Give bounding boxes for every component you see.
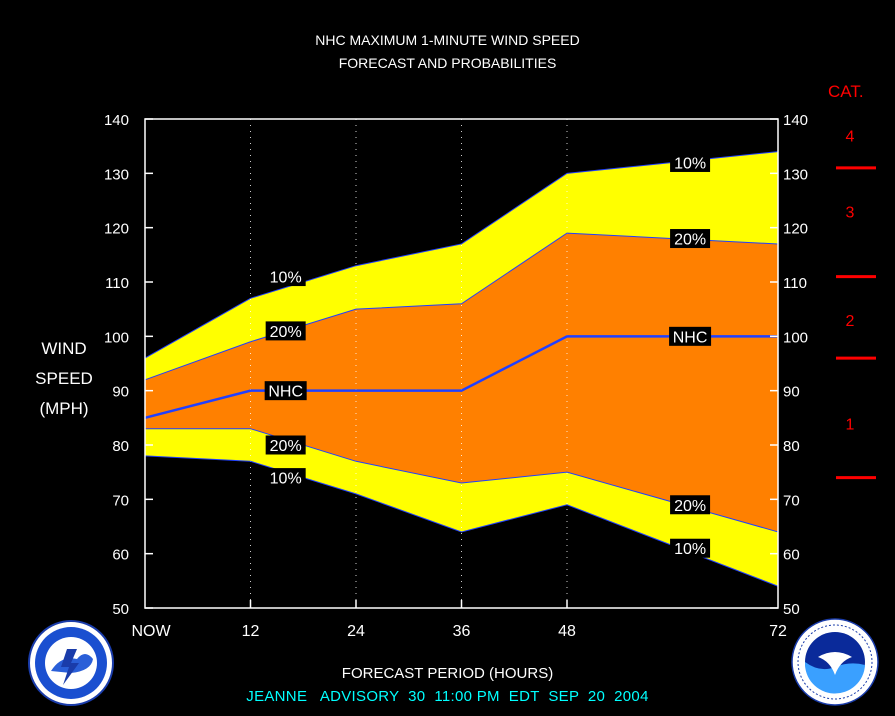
x-tick-label: 48: [558, 623, 576, 640]
line-upper-10pct: [144, 151, 779, 359]
x-tick-label: 12: [242, 623, 260, 640]
annotation-box: [265, 435, 306, 455]
category-label-2: 2: [846, 313, 855, 330]
annotation-text: 10%: [674, 155, 706, 172]
line-upper-20pct: [144, 232, 779, 381]
annotation-label: 10%: [265, 267, 306, 287]
y-tick-label-right: 80: [783, 438, 800, 455]
y-tick-label-left: 90: [112, 384, 129, 401]
chart-title-line1: NHC MAXIMUM 1-MINUTE WIND SPEED: [315, 32, 580, 48]
annotation-box: [670, 495, 711, 515]
y-tick-label-right: 100: [783, 329, 808, 346]
chart-title-line2: FORECAST AND PROBABILITIES: [338, 55, 557, 71]
y-tick-label-right: 70: [783, 492, 800, 509]
y-axis-label-line1: WIND: [41, 339, 87, 358]
annotation-text: 20%: [270, 438, 302, 455]
x-tick-label: NOW: [131, 623, 171, 640]
x-tick-label: 24: [347, 623, 365, 640]
y-tick-label-right: 50: [783, 601, 800, 618]
y-tick-label-left: 130: [104, 166, 129, 183]
annotation-label: 20%: [265, 435, 306, 455]
annotation-box: [265, 468, 306, 488]
annotation-text: 10%: [270, 270, 302, 287]
annotation-text: NHC: [268, 384, 303, 401]
annotation-text: NHC: [673, 329, 708, 346]
y-axis-label-line2: SPEED: [35, 369, 93, 388]
annotation-box: [669, 326, 712, 346]
line-nhc-forecast: [144, 335, 778, 420]
advisory-footer: JEANNE ADVISORY 30 11:00 PM EDT SEP 20 2…: [246, 688, 649, 705]
annotation-text: 20%: [674, 232, 706, 249]
nws-logo-icon: [28, 620, 114, 706]
y-tick-label-right: 60: [783, 547, 800, 564]
category-label-1: 1: [846, 416, 855, 433]
y-tick-label-left: 120: [104, 221, 129, 238]
y-tick-label-left: 100: [104, 329, 129, 346]
y-axis-label-line3: (MPH): [39, 399, 89, 418]
annotation-label: 10%: [670, 152, 711, 172]
y-tick-label-left: 140: [104, 112, 129, 129]
annotation-label: 20%: [670, 495, 711, 515]
x-axis-label: FORECAST PERIOD (HOURS): [341, 665, 554, 682]
y-tick-label-right: 120: [783, 221, 808, 238]
annotation-text: 20%: [674, 498, 706, 515]
annotation-box: [265, 267, 306, 287]
annotation-text: 10%: [674, 541, 706, 558]
y-tick-label-right: 110: [783, 275, 807, 292]
y-tick-label-right: 140: [783, 112, 808, 129]
y-tick-label-left: 50: [112, 601, 129, 618]
x-tick-label: 36: [453, 623, 471, 640]
noaa-logo-icon: [791, 618, 879, 706]
annotation-box: [670, 152, 711, 172]
band-20pct: [145, 233, 778, 532]
annotation-text: 10%: [270, 471, 302, 488]
category-label-3: 3: [846, 204, 855, 221]
y-tick-label-left: 110: [105, 275, 129, 292]
annotation-text: 20%: [270, 324, 302, 341]
y-tick-label-left: 70: [112, 492, 129, 509]
y-tick-label-left: 80: [112, 438, 129, 455]
annotation-box: [264, 381, 307, 401]
annotation-box: [670, 229, 711, 249]
annotation-label: NHC: [669, 326, 712, 346]
annotation-label: 10%: [265, 468, 306, 488]
annotation-label: 10%: [670, 538, 711, 558]
x-tick-label: 72: [769, 623, 787, 640]
annotation-label: 20%: [265, 321, 306, 341]
y-tick-label-left: 60: [112, 547, 129, 564]
annotation-box: [265, 321, 306, 341]
y-tick-label-right: 90: [783, 384, 800, 401]
annotation-label: 20%: [670, 229, 711, 249]
category-label-4: 4: [846, 128, 855, 145]
category-title: CAT.: [828, 82, 864, 101]
line-lower-10pct: [144, 455, 779, 587]
annotation-label: NHC: [264, 381, 307, 401]
y-tick-label-right: 130: [783, 166, 808, 183]
line-lower-20pct: [145, 428, 779, 533]
annotation-box: [670, 538, 711, 558]
